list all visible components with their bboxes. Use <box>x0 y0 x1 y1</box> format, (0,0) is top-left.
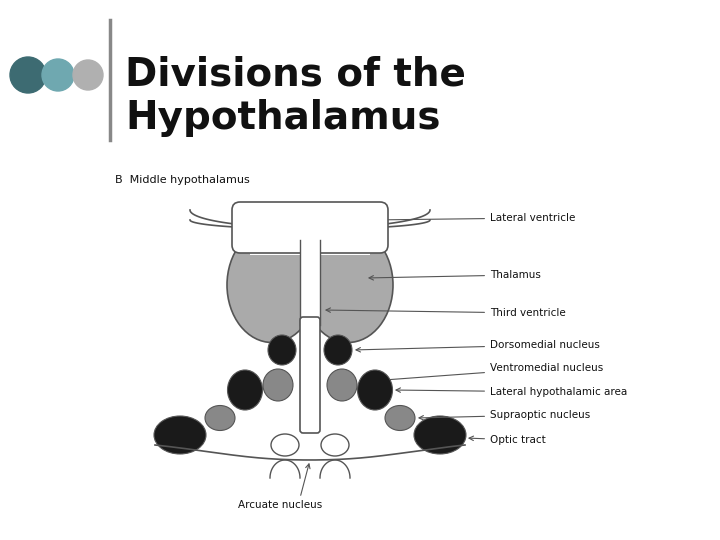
Ellipse shape <box>324 335 352 365</box>
Circle shape <box>42 59 74 91</box>
Text: Supraoptic nucleus: Supraoptic nucleus <box>419 410 590 420</box>
Ellipse shape <box>327 369 357 401</box>
Text: B  Middle hypothalamus: B Middle hypothalamus <box>115 175 250 185</box>
Text: Thalamus: Thalamus <box>369 270 541 280</box>
Ellipse shape <box>303 227 393 342</box>
Text: Lateral ventricle: Lateral ventricle <box>374 213 575 223</box>
FancyBboxPatch shape <box>232 202 388 253</box>
Text: Divisions of the
Hypothalamus: Divisions of the Hypothalamus <box>125 55 466 137</box>
Ellipse shape <box>358 370 392 410</box>
Ellipse shape <box>228 370 263 410</box>
FancyBboxPatch shape <box>250 215 370 255</box>
Ellipse shape <box>263 369 293 401</box>
Ellipse shape <box>414 416 466 454</box>
FancyBboxPatch shape <box>300 317 320 433</box>
Circle shape <box>10 57 46 93</box>
Ellipse shape <box>385 406 415 430</box>
FancyBboxPatch shape <box>300 235 320 325</box>
Circle shape <box>73 60 103 90</box>
Text: Optic tract: Optic tract <box>469 435 546 445</box>
Ellipse shape <box>205 406 235 430</box>
Text: Third ventricle: Third ventricle <box>326 308 566 318</box>
Ellipse shape <box>268 335 296 365</box>
Ellipse shape <box>321 434 349 456</box>
Ellipse shape <box>271 434 299 456</box>
Ellipse shape <box>227 227 317 342</box>
Text: Lateral hypothalamic area: Lateral hypothalamic area <box>396 387 627 397</box>
Text: Arcuate nucleus: Arcuate nucleus <box>238 500 322 510</box>
Ellipse shape <box>154 416 206 454</box>
Text: Dorsomedial nucleus: Dorsomedial nucleus <box>356 340 600 352</box>
Text: Ventromedial nucleus: Ventromedial nucleus <box>361 363 603 383</box>
